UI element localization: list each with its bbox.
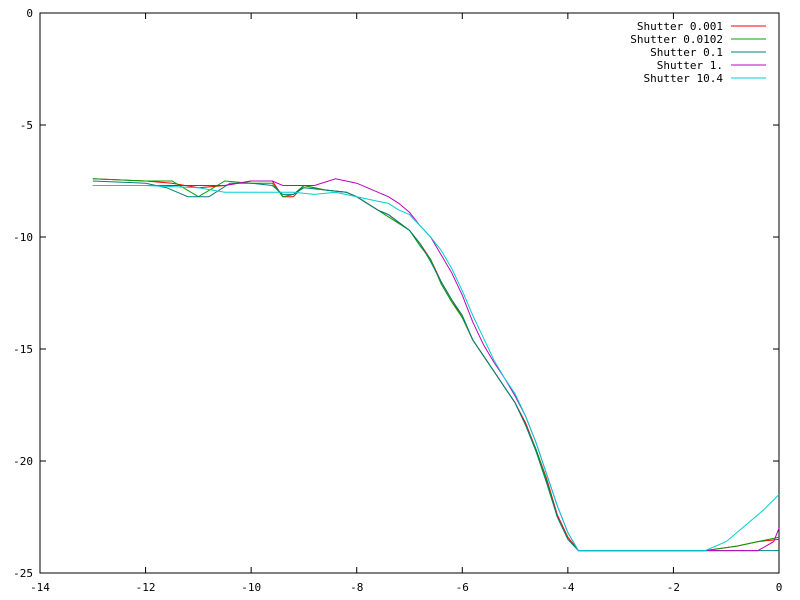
legend-label: Shutter 10.4 (644, 72, 724, 85)
series-line-1 (92, 178, 780, 552)
y-tick-label: -10 (13, 231, 33, 244)
y-tick-label: -25 (13, 567, 33, 580)
y-tick-labels: 0 -5 -10 -15 -20 -25 (13, 7, 33, 580)
legend-label: Shutter 0.1 (650, 46, 723, 59)
x-tick-label: -8 (350, 581, 363, 594)
series-line-3 (92, 180, 779, 552)
legend-label: Shutter 0.0102 (630, 33, 723, 46)
x-tick-label: -6 (456, 581, 469, 594)
x-tick-label: 0 (776, 581, 783, 594)
plot-frame (39, 12, 780, 574)
x-tick-label: -4 (561, 581, 575, 594)
x-tick-labels: -14 -12 -10 -8 -6 -4 -2 0 (30, 581, 782, 594)
axis-ticks (39, 12, 780, 574)
series-line-2 (92, 178, 780, 552)
y-tick-label: 0 (26, 7, 33, 20)
legend-label: Shutter 0.001 (637, 20, 723, 33)
series-line-4 (92, 178, 780, 552)
series-layer (92, 178, 780, 552)
series-line-5 (92, 185, 780, 552)
x-tick-label: -14 (30, 581, 50, 594)
x-tick-label: -2 (667, 581, 680, 594)
legend-label: Shutter 1. (657, 59, 723, 72)
y-tick-label: -20 (13, 455, 33, 468)
y-tick-label: -5 (20, 119, 33, 132)
y-tick-label: -15 (13, 343, 33, 356)
x-tick-label: -12 (136, 581, 156, 594)
x-tick-label: -10 (241, 581, 261, 594)
